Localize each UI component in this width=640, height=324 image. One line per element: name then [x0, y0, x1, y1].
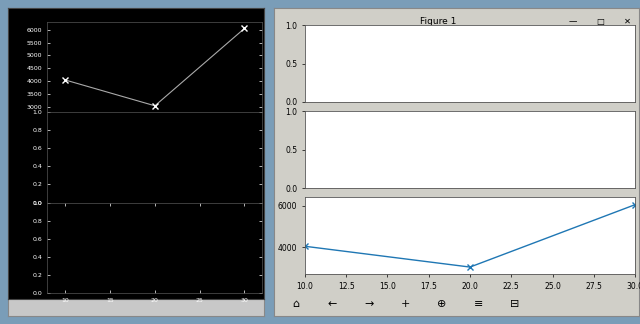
Text: ⌂: ⌂ — [292, 299, 300, 309]
Text: ←: ← — [328, 299, 337, 309]
Text: ✕: ✕ — [623, 17, 630, 26]
Text: —: — — [569, 17, 577, 26]
Text: →: → — [364, 299, 374, 309]
Text: □: □ — [596, 17, 604, 26]
Text: +: + — [401, 299, 410, 309]
Text: □: □ — [223, 19, 230, 28]
Text: ≡: ≡ — [474, 299, 483, 309]
Text: chips - win1: chips - win1 — [83, 19, 137, 28]
Text: ⊟: ⊟ — [510, 299, 520, 309]
Text: Figure 1: Figure 1 — [420, 17, 456, 26]
Text: —: — — [195, 19, 204, 28]
Text: ⊕: ⊕ — [437, 299, 447, 309]
Text: ✕: ✕ — [250, 19, 257, 28]
